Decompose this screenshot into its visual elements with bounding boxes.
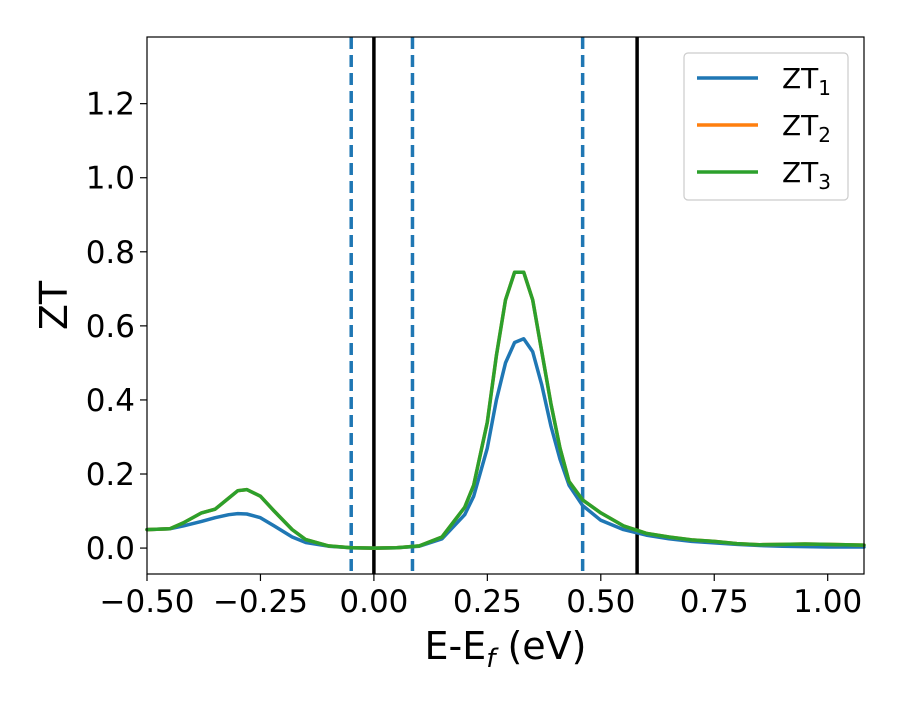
reference-lines [349, 37, 639, 574]
x-tick-label: 0.75 [680, 584, 749, 620]
series-line-zt1 [145, 337, 866, 550]
y-axis-label: ZT [32, 280, 76, 330]
x-tick-label: 0.25 [453, 584, 522, 620]
legend-label: ZT1 [782, 62, 831, 100]
series-line-zt3 [145, 270, 866, 550]
legend-label: ZT3 [782, 156, 831, 194]
x-tick-label: −0.50 [100, 584, 195, 620]
y-tick-label: 1.2 [86, 87, 135, 123]
y-tick-label: 0.6 [86, 309, 135, 345]
series-lines [145, 270, 866, 550]
y-tick-label: 0.2 [86, 457, 135, 493]
x-tick-label: 1.00 [793, 584, 862, 620]
x-tick-label: 0.50 [566, 584, 635, 620]
y-tick-label: 0.4 [86, 383, 135, 419]
legend: ZT1 ZT2 ZT3 [683, 52, 849, 201]
y-tick-label: 0.8 [86, 235, 135, 271]
x-axis-ticks: −0.50 −0.25 0.00 0.25 0.50 0.75 1.00 [100, 574, 862, 620]
legend-label: ZT2 [782, 109, 831, 147]
x-tick-label: −0.25 [213, 584, 308, 620]
legend-box [683, 52, 849, 201]
y-tick-label: 0.0 [86, 531, 135, 567]
series-line-zt2 [145, 270, 866, 550]
plot-frame [146, 36, 865, 575]
x-tick-label: 0.00 [339, 584, 408, 620]
x-axis-label: E-Ef (eV) [425, 624, 587, 674]
y-tick-label: 1.0 [86, 161, 135, 197]
y-axis-ticks: 0.0 0.2 0.4 0.6 0.8 1.0 1.2 [86, 87, 147, 567]
